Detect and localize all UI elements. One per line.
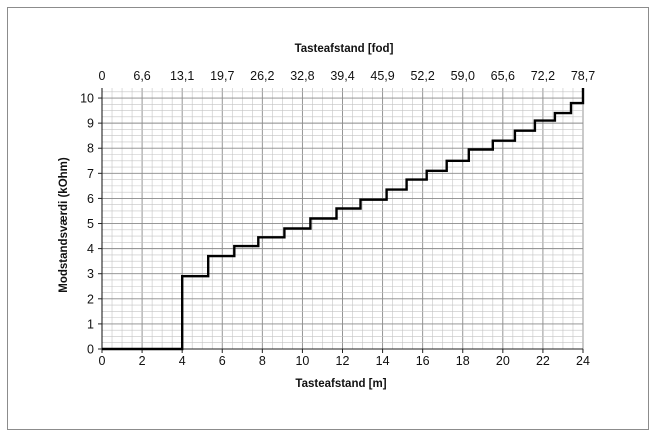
x-tick-label: 22 (536, 354, 550, 368)
y-tick-label: 0 (87, 343, 94, 357)
chart-tick-labels: 0 2 4 6 8 10 12 14 16 18 20 22 240 6,6 13,1 19,7 26,2 32,… (80, 69, 595, 368)
x2-tick-label: 6,6 (133, 69, 150, 83)
chart-series (102, 88, 585, 351)
x2-tick-label: 65,6 (491, 69, 515, 83)
x2-tick-label: 52,2 (410, 69, 434, 83)
x2-tick-label: 39,4 (330, 69, 354, 83)
x2-tick-label: 13,1 (170, 69, 194, 83)
chart-grid (101, 88, 584, 350)
x-tick-label: 4 (179, 354, 186, 368)
y-tick-label: 6 (87, 192, 94, 206)
y-tick-label: 2 (87, 292, 94, 306)
x2-tick-label: 0 (99, 69, 106, 83)
x-tick-label: 2 (139, 354, 146, 368)
x2-tick-label: 45,9 (370, 69, 394, 83)
x2-tick-label: 78,7 (571, 69, 595, 83)
x-tick-label: 24 (576, 354, 590, 368)
x-tick-label: 18 (456, 354, 470, 368)
x-tick-label: 8 (259, 354, 266, 368)
x2-tick-label: 19,7 (210, 69, 234, 83)
x2-tick-label: 26,2 (250, 69, 274, 83)
x2-tick-label: 59,0 (451, 69, 475, 83)
resistance-step-line (102, 88, 585, 351)
y-tick-label: 5 (87, 217, 94, 231)
y-tick-label: 4 (87, 242, 94, 256)
y-tick-label: 3 (87, 267, 94, 281)
y-axis-title: Modstandsværdi (kOhm) (58, 157, 70, 293)
x-tick-label: 10 (295, 354, 309, 368)
x-tick-label: 12 (336, 354, 350, 368)
y-tick-label: 1 (87, 317, 94, 331)
chart-axes (98, 88, 584, 353)
top-axis-title: Tasteafstand [fod] (295, 43, 394, 55)
bottom-axis-title: Tasteafstand [m] (295, 378, 386, 390)
x-tick-label: 0 (99, 354, 106, 368)
x-tick-label: 6 (219, 354, 226, 368)
x2-tick-label: 32,8 (290, 69, 314, 83)
x-tick-label: 20 (496, 354, 510, 368)
x-tick-label: 14 (376, 354, 390, 368)
y-tick-label: 7 (87, 167, 94, 181)
y-tick-label: 10 (80, 92, 94, 106)
chart-frame (7, 7, 649, 430)
x-tick-label: 16 (416, 354, 430, 368)
y-tick-label: 8 (87, 142, 94, 156)
y-tick-label: 9 (87, 117, 94, 131)
x2-tick-label: 72,2 (531, 69, 555, 83)
